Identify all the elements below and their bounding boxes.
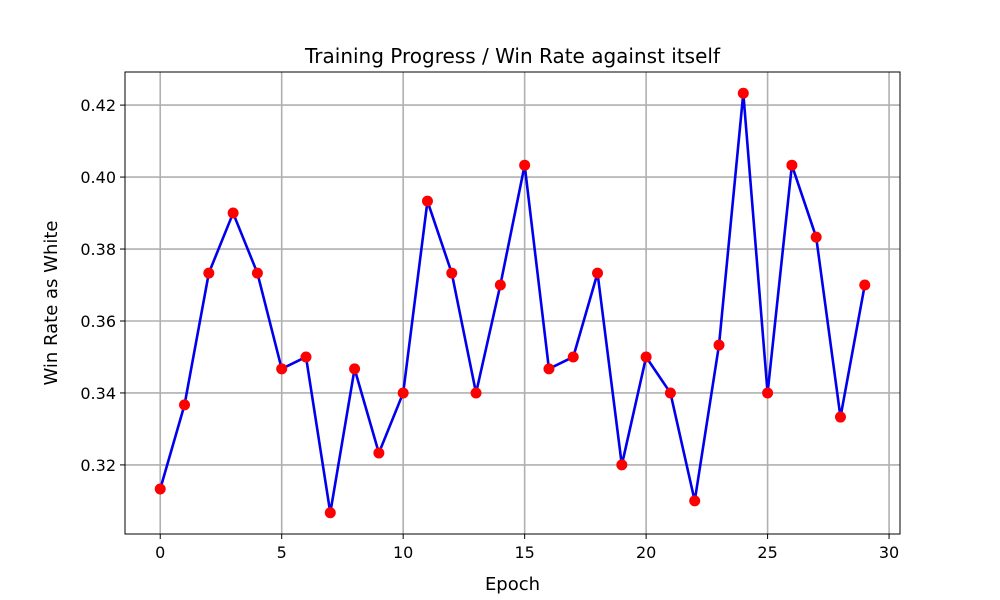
grid <box>125 72 900 534</box>
data-point <box>762 387 774 399</box>
data-point <box>251 267 263 279</box>
data-point <box>567 351 579 363</box>
data-point <box>470 387 482 399</box>
y-tick-label: 0.34 <box>80 384 116 403</box>
data-point <box>592 267 604 279</box>
data-point <box>519 159 531 171</box>
data-point <box>397 387 409 399</box>
data-point <box>494 279 506 291</box>
data-point <box>859 279 871 291</box>
x-tick-label: 20 <box>636 543 656 562</box>
y-axis-label: Win Rate as White <box>41 221 62 386</box>
data-point <box>810 231 822 243</box>
data-point <box>300 351 312 363</box>
plot-area-frame <box>124 71 901 535</box>
data-point <box>543 363 555 375</box>
data-point <box>640 351 652 363</box>
data-point <box>203 267 215 279</box>
data-point <box>324 507 336 519</box>
chart-title: Training Progress / Win Rate against its… <box>304 44 721 68</box>
x-tick-label: 10 <box>393 543 413 562</box>
y-tick-label: 0.36 <box>80 312 116 331</box>
series-line <box>158 91 867 515</box>
y-tick-label: 0.42 <box>80 96 116 115</box>
data-point <box>349 363 361 375</box>
x-tick-label: 15 <box>514 543 534 562</box>
data-point <box>446 267 458 279</box>
data-point <box>227 207 239 219</box>
data-point <box>713 339 725 351</box>
x-tick-label: 5 <box>277 543 287 562</box>
data-point <box>179 399 191 411</box>
data-point <box>154 483 166 495</box>
y-tick-label: 0.32 <box>80 456 116 475</box>
x-axis-label: Epoch <box>485 574 540 595</box>
data-point <box>616 459 628 471</box>
data-point <box>786 159 798 171</box>
series-layer <box>154 87 871 519</box>
ticks: 0 5 10 15 20 25 30 0.32 0.34 0.36 0.38 0.40 0.42 <box>80 96 899 562</box>
data-point <box>664 387 676 399</box>
y-tick-label: 0.38 <box>80 240 116 259</box>
data-point <box>373 447 385 459</box>
data-point <box>421 195 433 207</box>
data-point <box>276 363 288 375</box>
data-point <box>689 495 701 507</box>
x-tick-label: 25 <box>757 543 777 562</box>
x-tick-label: 30 <box>879 543 899 562</box>
data-point <box>737 87 749 99</box>
x-tick-label: 0 <box>155 543 165 562</box>
y-tick-label: 0.40 <box>80 168 116 187</box>
data-point <box>834 411 846 423</box>
